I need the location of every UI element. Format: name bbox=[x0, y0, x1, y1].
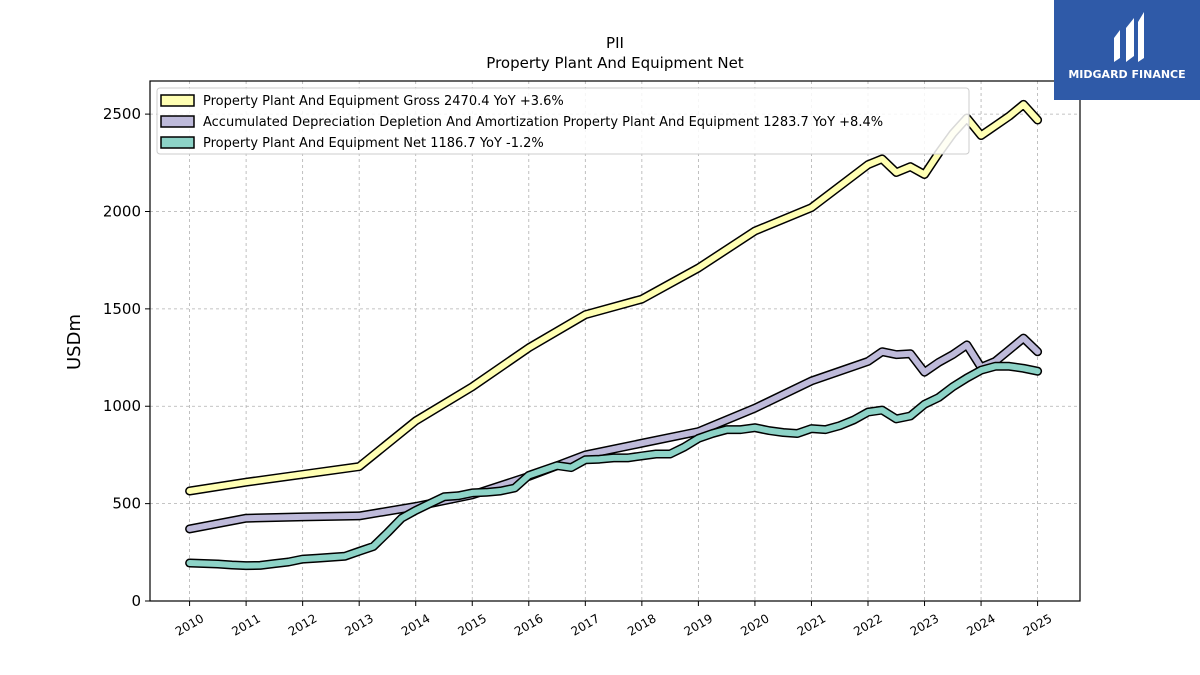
series-layer bbox=[185, 99, 1043, 571]
x-tick-label: 2011 bbox=[229, 611, 262, 638]
series-line-fill bbox=[186, 101, 1041, 494]
x-tick-label: 2012 bbox=[286, 611, 319, 638]
legend-entry: Property Plant And Equipment Net 1186.7 … bbox=[203, 136, 544, 151]
x-tick-label: 2024 bbox=[964, 611, 997, 638]
series-line-fill bbox=[186, 335, 1041, 532]
x-tick-label: 2017 bbox=[569, 611, 602, 638]
grid-lines bbox=[150, 81, 1080, 602]
legend-entry: Accumulated Depreciation Depletion And A… bbox=[203, 115, 883, 130]
legend-box bbox=[156, 87, 970, 155]
y-tick-label: 1500 bbox=[103, 300, 141, 318]
x-tick-label: 2022 bbox=[851, 611, 884, 638]
series-line bbox=[185, 99, 1043, 496]
series-line bbox=[185, 333, 1043, 534]
series-line-outline bbox=[185, 361, 1043, 571]
x-tick-label: 2015 bbox=[456, 611, 489, 638]
logo: MIDGARD FINANCE bbox=[1054, 0, 1200, 100]
legend-entry: Property Plant And Equipment Gross 2470.… bbox=[203, 94, 564, 109]
x-tick-label: 2018 bbox=[625, 611, 658, 638]
x-tick-label: 2013 bbox=[342, 611, 375, 638]
x-tick-label: 2021 bbox=[795, 611, 828, 638]
y-tick-label: 2000 bbox=[103, 202, 141, 220]
y-tick-label: 1000 bbox=[103, 397, 141, 415]
axes: 0 500 1000 1500 2000 2500 2010 2011 2012 2013 2014… bbox=[103, 105, 1055, 639]
x-tick-label: 2019 bbox=[682, 611, 715, 638]
x-tick-label: 2023 bbox=[908, 611, 941, 638]
x-tick-label: 2014 bbox=[399, 611, 432, 638]
y-tick-label: 2500 bbox=[103, 105, 141, 123]
logo-text: MIDGARD FINANCE bbox=[1068, 68, 1186, 81]
legend-swatch bbox=[160, 115, 195, 128]
y-tick-label: 500 bbox=[112, 495, 141, 513]
chart-subtitle: Property Plant And Equipment Net bbox=[486, 54, 743, 72]
y-axis-label: USDm bbox=[64, 314, 85, 370]
y-tick-label: 0 bbox=[131, 592, 141, 610]
series-line-outline bbox=[185, 333, 1043, 534]
logo-mark-icon bbox=[1114, 12, 1144, 62]
series-line bbox=[185, 361, 1043, 571]
legend-swatch bbox=[160, 136, 195, 149]
x-tick-label: 2025 bbox=[1021, 611, 1054, 638]
chart-title: PII bbox=[606, 34, 624, 52]
series-line-outline bbox=[185, 99, 1043, 496]
x-tick-label: 2010 bbox=[173, 611, 206, 638]
legend: Property Plant And Equipment Gross 2470.… bbox=[156, 87, 970, 155]
x-tick-label: 2020 bbox=[738, 611, 771, 638]
plot-area-frame bbox=[149, 80, 1081, 602]
series-line-fill bbox=[186, 363, 1041, 569]
legend-swatch bbox=[160, 94, 195, 107]
x-tick-label: 2016 bbox=[512, 611, 545, 638]
